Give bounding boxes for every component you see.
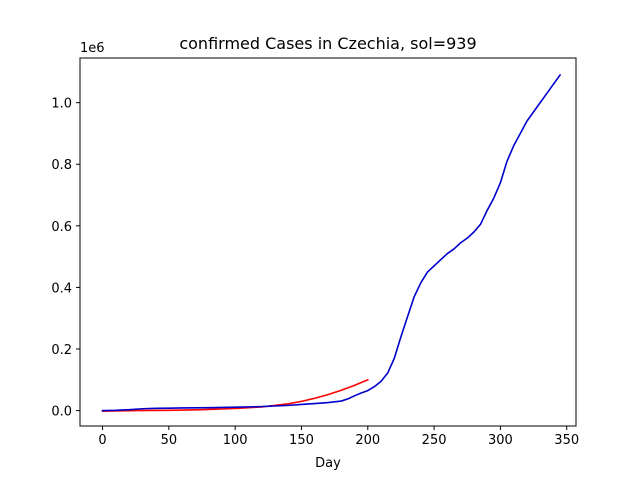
x-tick-label: 200	[355, 433, 380, 448]
series-layer	[101, 73, 562, 413]
series-line-1	[101, 378, 369, 413]
y-offset-label: 1e6	[80, 41, 105, 56]
x-tick-label: 0	[98, 433, 106, 448]
series-line-2	[101, 73, 562, 412]
x-tick-label: 150	[289, 433, 314, 448]
plot-background	[80, 58, 576, 426]
chart-title: confirmed Cases in Czechia, sol=939	[179, 34, 476, 53]
x-tick-label: 250	[422, 433, 447, 448]
axes: 0 50 100 150 200 250 300 350 0.0 0.2 0.4 0.6 0.8 1.0	[51, 57, 579, 448]
y-tick-label: 1.0	[51, 97, 72, 112]
y-tick-label: 0.4	[51, 281, 72, 296]
plot-area	[80, 58, 576, 426]
y-tick-label: 0.6	[51, 220, 72, 235]
x-tick-label: 100	[223, 433, 248, 448]
x-tick-label: 50	[161, 433, 178, 448]
x-tick-label: 300	[488, 433, 513, 448]
x-axis-label: Day	[315, 456, 341, 471]
y-tick-label: 0.8	[51, 158, 72, 173]
y-tick-label: 0.0	[51, 405, 72, 420]
y-tick-label: 0.2	[51, 343, 72, 358]
x-tick-label: 350	[554, 433, 579, 448]
plot-frame	[79, 57, 577, 427]
